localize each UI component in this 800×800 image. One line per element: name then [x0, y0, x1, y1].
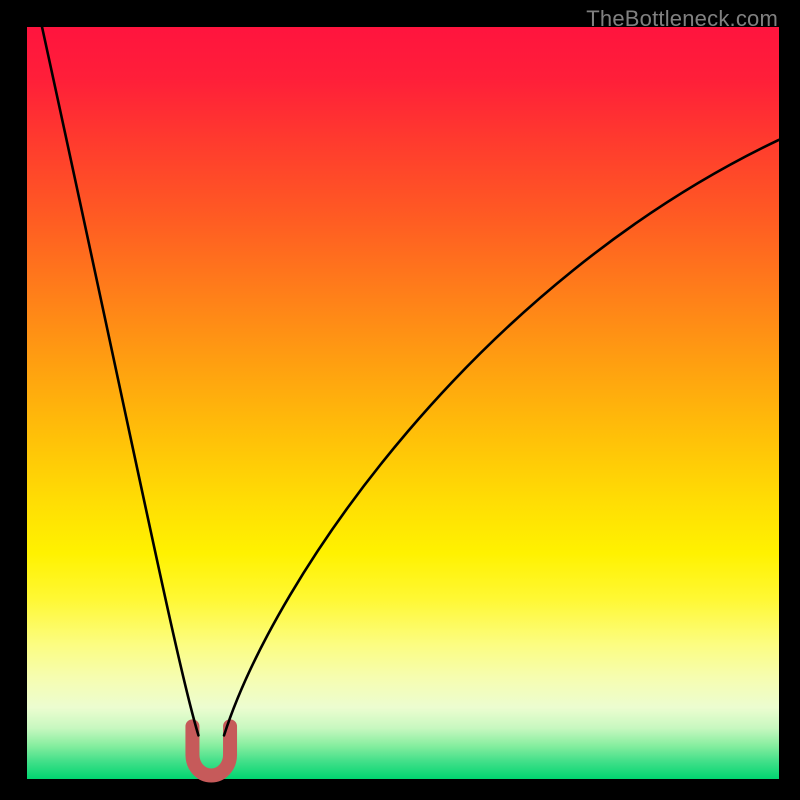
chart-svg [0, 0, 800, 800]
plot-background-gradient [27, 27, 779, 779]
chart-stage: TheBottleneck.com [0, 0, 800, 800]
